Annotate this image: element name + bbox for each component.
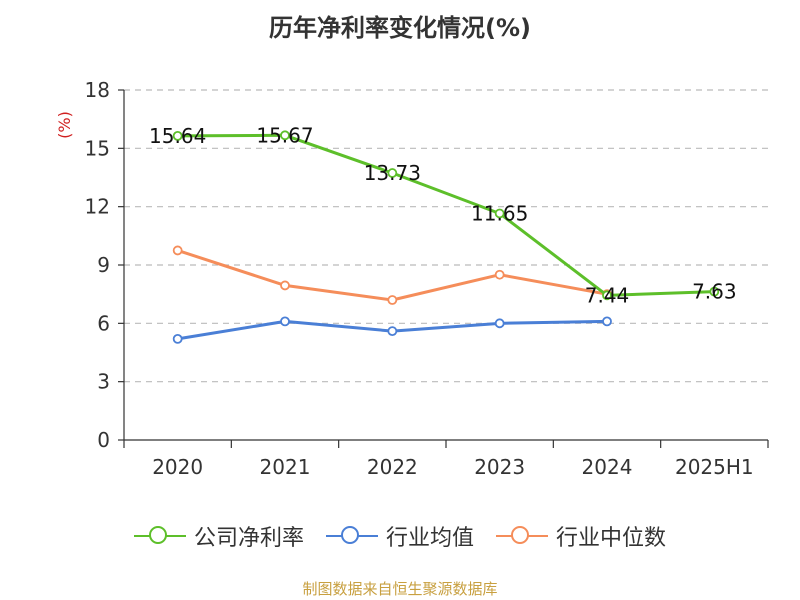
data-label: 15.64: [149, 124, 206, 148]
data-point: [280, 130, 290, 141]
data-point: [494, 269, 505, 280]
data-point: [602, 316, 612, 327]
data-label: 7.44: [585, 283, 630, 307]
y-tick-label: 9: [97, 253, 110, 277]
x-tick-label: 2022: [367, 455, 418, 479]
series-layer: [172, 130, 720, 344]
x-tick-label: 2025H1: [675, 455, 754, 479]
axis-layer: 0 3 6 9 12 15 18 2020 2021 2022 2023 2024 2025H1 (%): [55, 78, 769, 479]
data-point: [172, 130, 183, 141]
data-point: [494, 208, 505, 219]
legend-swatch-icon: [325, 524, 378, 548]
y-tick-label: 12: [85, 195, 110, 219]
legend-item[interactable]: 公司净利率: [133, 520, 304, 552]
y-tick-label: 0: [97, 428, 110, 452]
data-label: 13.73: [364, 161, 421, 185]
legend-swatch-icon: [133, 524, 186, 548]
series-line: [177, 133, 715, 297]
data-point: [602, 290, 612, 301]
data-point: [709, 286, 720, 297]
y-tick-label: 18: [85, 78, 110, 102]
legend-swatch-icon: [496, 524, 548, 548]
data-point: [387, 326, 398, 337]
data-label: 15.67: [256, 123, 313, 147]
data-point: [387, 295, 398, 305]
x-tick-label: 2023: [474, 455, 525, 479]
legend-item[interactable]: 行业均值: [325, 520, 474, 552]
source-note: 制图数据来自恒生聚源数据库: [302, 580, 498, 598]
chart-title: 历年净利率变化情况(%): [269, 14, 531, 42]
y-tick-label: 3: [97, 370, 110, 394]
x-tick-label: 2021: [260, 455, 311, 479]
legend-label: 行业均值: [385, 526, 474, 551]
data-point: [494, 318, 505, 329]
data-point: [172, 333, 183, 344]
data-label: 11.65: [471, 201, 528, 225]
grid-layer: [124, 89, 768, 383]
data-point: [280, 280, 290, 291]
legend-label: 行业中位数: [556, 526, 667, 551]
data-label: 7.63: [692, 280, 737, 304]
y-tick-label: 6: [97, 311, 110, 335]
label-layer: 15.64 15.67 13.73 11.65 7.44 7.63: [149, 123, 737, 307]
x-tick-label: 2020: [152, 455, 203, 479]
legend: 公司净利率 行业均值 行业中位数: [0, 520, 800, 552]
x-tick-label: 2024: [582, 455, 633, 479]
data-point: [172, 245, 183, 256]
data-point: [280, 316, 290, 327]
series-line: [177, 248, 608, 302]
y-axis-label: (%): [55, 111, 74, 139]
legend-item[interactable]: 行业中位数: [496, 520, 666, 552]
legend-label: 公司净利率: [193, 526, 304, 551]
data-point: [387, 168, 398, 178]
y-tick-label: 15: [85, 136, 110, 160]
